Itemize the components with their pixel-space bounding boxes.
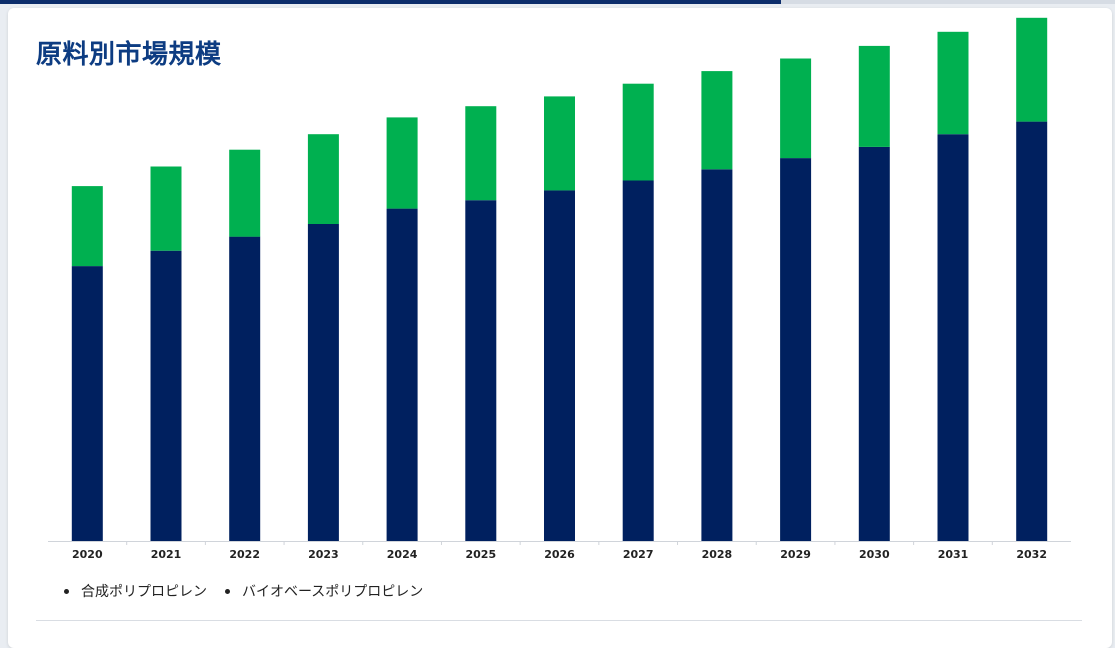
x-tick-label: 2022	[229, 548, 260, 561]
bar-segment-synthetic-2028	[701, 169, 733, 542]
bar-segment-bio-2024	[386, 117, 418, 209]
legend-bullet-icon	[225, 588, 230, 594]
bar-segment-bio-2027	[622, 83, 654, 181]
bar-segment-synthetic-2029	[780, 158, 812, 541]
bar-segment-bio-2023	[307, 134, 339, 224]
page-progress-fill	[0, 0, 781, 4]
page-progress-bar	[0, 0, 1115, 4]
legend-label-synthetic: 合成ポリプロピレン	[81, 584, 207, 600]
bar-segment-bio-2031	[937, 31, 969, 135]
x-tick-label: 2021	[151, 548, 182, 561]
x-tick-label: 2024	[387, 548, 418, 561]
bar-segment-bio-2029	[780, 58, 812, 159]
x-tick-label: 2028	[702, 548, 733, 561]
x-tick-label: 2025	[465, 548, 496, 561]
bar-segment-bio-2022	[229, 149, 261, 237]
bar-segment-synthetic-2023	[307, 224, 339, 541]
x-tick-label: 2031	[938, 548, 969, 561]
bar-segment-synthetic-2027	[622, 180, 654, 541]
x-tick-label: 2020	[72, 548, 103, 561]
footer-divider	[36, 620, 1082, 621]
legend-label-bio: バイオベースポリプロピレン	[242, 584, 424, 600]
x-tick-label: 2026	[544, 548, 575, 561]
legend-item-synthetic: 合成ポリプロピレン	[64, 581, 207, 601]
bar-segment-synthetic-2031	[937, 134, 969, 541]
x-tick-label: 2032	[1016, 548, 1047, 561]
bar-segment-bio-2026	[544, 96, 575, 191]
bar-segment-bio-2025	[465, 106, 497, 201]
stacked-bar-chart: 2020 2021 2022 2023 2024 2025 2026 2027 2028 2029…	[48, 17, 1071, 561]
bar-segment-bio-2030	[858, 45, 890, 147]
bar-segment-synthetic-2024	[386, 208, 418, 541]
chart-legend: 合成ポリプロピレン バイオベースポリプロピレン	[64, 581, 423, 601]
bar-segment-synthetic-2021	[150, 250, 182, 541]
legend-item-bio: バイオベースポリプロピレン	[225, 581, 423, 601]
bar-segment-bio-2020	[71, 186, 103, 267]
bar-segment-bio-2028	[701, 71, 733, 170]
bar-segment-synthetic-2022	[229, 236, 261, 541]
bar-segment-synthetic-2030	[858, 146, 890, 541]
bar-segment-synthetic-2026	[544, 190, 575, 542]
bar-segment-synthetic-2025	[465, 200, 497, 541]
bar-segment-synthetic-2032	[1016, 121, 1048, 541]
x-tick-label: 2023	[308, 548, 339, 561]
bar-segment-bio-2032	[1016, 17, 1048, 122]
legend-bullet-icon	[64, 588, 69, 594]
x-tick-label: 2029	[780, 548, 811, 561]
x-tick-label: 2027	[623, 548, 654, 561]
x-tick-label: 2030	[859, 548, 890, 561]
bar-segment-synthetic-2020	[71, 266, 103, 541]
chart-card: 原料別市場規模 2020 2021 2022 2023 2024 2025 2026 2027…	[8, 8, 1112, 648]
chart-title: 原料別市場規模	[36, 40, 222, 70]
bar-segment-bio-2021	[150, 166, 182, 251]
